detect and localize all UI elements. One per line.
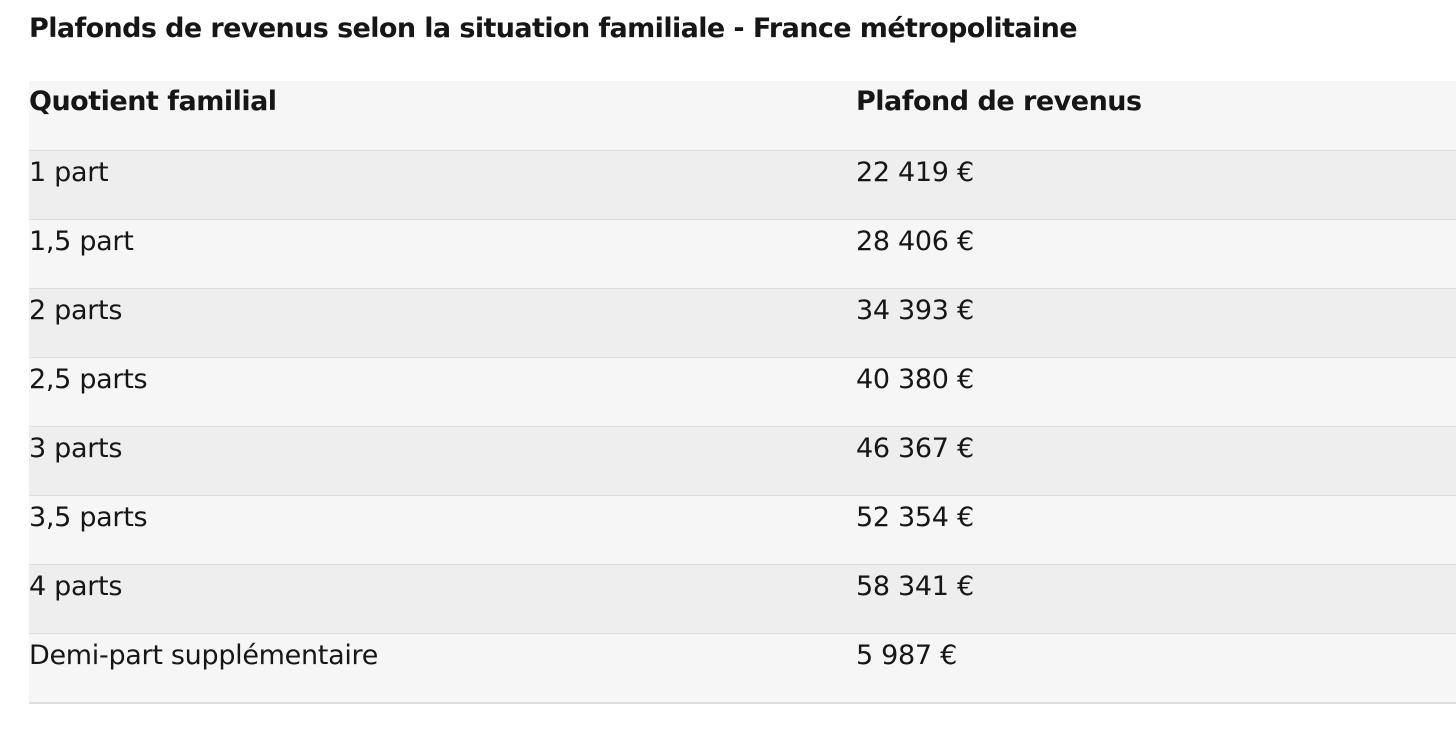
plafond-cell: 40 380 €: [856, 364, 974, 395]
plafond-cell: 22 419 €: [856, 157, 974, 188]
table-row: 2 parts 34 393 €: [29, 289, 1456, 358]
table-caption: Plafonds de revenus selon la situation f…: [29, 13, 1078, 44]
table-row: 1 part 22 419 €: [29, 151, 1456, 220]
quotient-cell: 1,5 part: [29, 226, 134, 257]
quotient-cell: 4 parts: [29, 571, 123, 602]
table-row: 4 parts 58 341 €: [29, 565, 1456, 634]
table-header-row: Quotient familial Plafond de revenus: [29, 81, 1456, 151]
quotient-cell: Demi-part supplémentaire: [29, 640, 379, 671]
plafond-cell: 58 341 €: [856, 571, 974, 602]
column-header-quotient: Quotient familial: [29, 86, 277, 117]
plafond-cell: 52 354 €: [856, 502, 974, 533]
quotient-cell: 2 parts: [29, 295, 123, 326]
plafond-cell: 28 406 €: [856, 226, 974, 257]
quotient-cell: 3,5 parts: [29, 502, 148, 533]
quotient-cell: 3 parts: [29, 433, 123, 464]
table-row: 1,5 part 28 406 €: [29, 220, 1456, 289]
table-row: 3 parts 46 367 €: [29, 427, 1456, 496]
quotient-cell: 1 part: [29, 157, 109, 188]
column-header-plafond: Plafond de revenus: [856, 86, 1142, 117]
table-row: 3,5 parts 52 354 €: [29, 496, 1456, 565]
income-ceiling-table: Quotient familial Plafond de revenus 1 p…: [29, 81, 1456, 704]
plafond-cell: 5 987 €: [856, 640, 957, 671]
quotient-cell: 2,5 parts: [29, 364, 148, 395]
plafond-cell: 34 393 €: [856, 295, 974, 326]
plafond-cell: 46 367 €: [856, 433, 974, 464]
table-row: Demi-part supplémentaire 5 987 €: [29, 634, 1456, 704]
table-row: 2,5 parts 40 380 €: [29, 358, 1456, 427]
